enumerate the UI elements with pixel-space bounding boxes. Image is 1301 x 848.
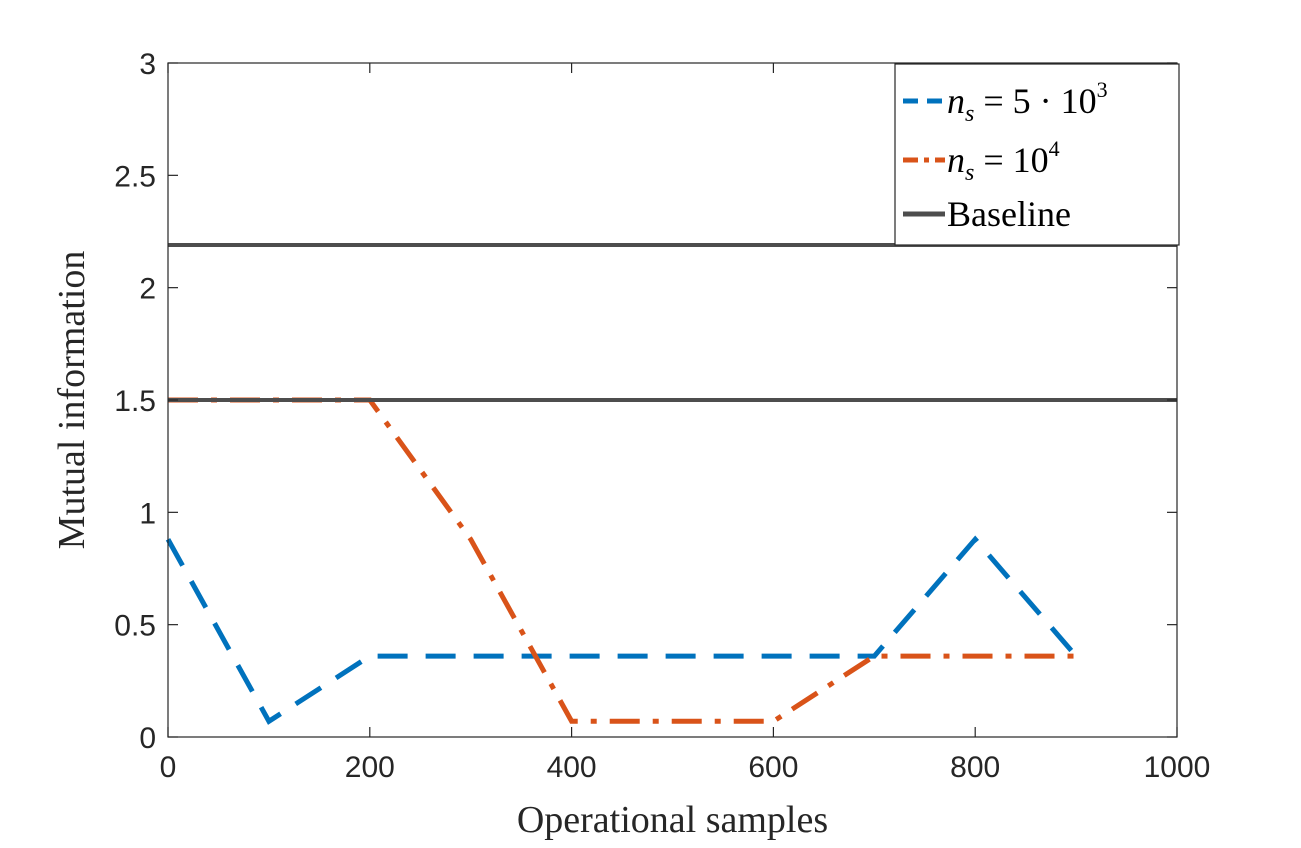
legend-label-3: Baseline — [947, 194, 1071, 234]
legend: ns = 5 · 103 ns = 104 Baseline — [894, 63, 1180, 246]
legend-label-1: ns = 5 · 103 — [947, 77, 1108, 127]
x-tick-label: 0 — [160, 751, 177, 784]
y-tick-label: 3 — [139, 48, 156, 81]
x-axis-label: Operational samples — [517, 799, 828, 841]
y-axis-label: Mutual information — [51, 251, 93, 550]
y-tick-label: 1.5 — [114, 385, 156, 418]
y-tick-label: 2.5 — [114, 160, 156, 193]
y-tick-label: 0.5 — [114, 610, 156, 643]
ticks-layer: 0 200 400 600 800 1000 0 0.5 1 1.5 2 2.5 3 — [114, 48, 1210, 784]
y-tick-label: 2 — [139, 273, 156, 306]
x-tick-label: 400 — [547, 751, 597, 784]
y-tick-label: 1 — [139, 497, 156, 530]
x-tick-label: 1000 — [1144, 751, 1211, 784]
legend-label-2: ns = 104 — [947, 136, 1060, 186]
y-tick-label: 0 — [139, 722, 156, 755]
x-tick-label: 800 — [950, 751, 1000, 784]
x-tick-label: 600 — [748, 751, 798, 784]
x-tick-label: 200 — [345, 751, 395, 784]
series-line-1 — [165, 535, 1078, 725]
